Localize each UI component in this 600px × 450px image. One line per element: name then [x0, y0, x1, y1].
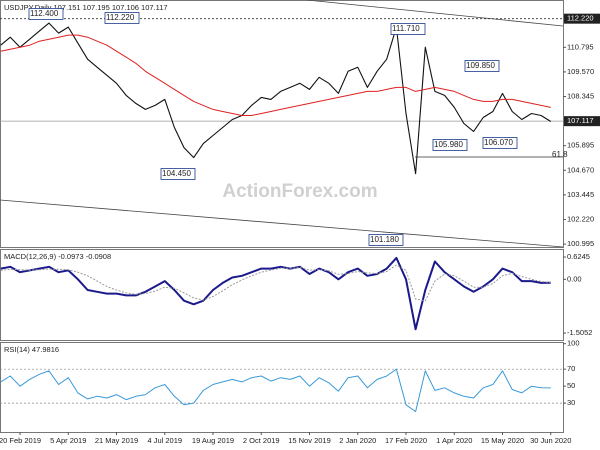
watermark: ActionForex.com	[222, 181, 377, 202]
y-tick-label: 103.445	[567, 190, 594, 199]
series-line	[0, 264, 551, 302]
annotation-box	[482, 137, 518, 149]
x-tick-label: 4 Jul 2019	[147, 436, 182, 445]
x-tick-label: 19 Aug 2019	[192, 436, 234, 445]
annotation-box	[432, 139, 468, 151]
x-tick-label: 15 May 2020	[481, 436, 524, 445]
y-tick-label: 109.570	[567, 67, 594, 76]
y-tick-label: 105.895	[567, 141, 594, 150]
annotation-label: 101.180	[370, 235, 399, 244]
x-tick-label: 21 May 2019	[95, 436, 138, 445]
series-line	[0, 368, 551, 413]
y-tick-label: 50	[567, 381, 575, 390]
x-tick-label: 5 Apr 2019	[50, 436, 86, 445]
annotation-box	[104, 12, 140, 24]
y-tick-label: 102.220	[567, 214, 594, 223]
x-tick-label: 17 Feb 2020	[385, 436, 427, 445]
channel-bottom	[0, 199, 564, 248]
x-tick-label: 2 Oct 2019	[243, 436, 280, 445]
y-tick-label: 0.00	[567, 274, 582, 283]
x-tick-label: 15 Nov 2019	[288, 436, 331, 445]
last-price-label: 107.117	[567, 116, 594, 125]
series-line	[0, 256, 551, 331]
annotation-label: 104.450	[162, 169, 191, 178]
resistance-label: 112.220	[567, 14, 594, 23]
annotation-label: 111.710	[392, 24, 420, 33]
panel-frame	[0, 342, 564, 433]
panel-title: MACD(12,26,9) -0.0973 -0.0908	[4, 252, 111, 261]
annotation-box	[464, 60, 500, 72]
x-tick-label: 20 Feb 2019	[0, 436, 41, 445]
last-price-box	[564, 116, 600, 127]
y-tick-label: 0.6245	[567, 252, 590, 261]
resistance-box	[564, 13, 600, 24]
panel-title: RSI(14) 47.9816	[4, 345, 59, 354]
annotation-label: 112.400	[30, 9, 59, 18]
annotation-label: 106.070	[484, 138, 513, 147]
y-tick-label: 100	[567, 339, 580, 348]
y-tick-label: 110.795	[567, 42, 594, 51]
panel-title: USDJPY,Daily 107.151 107.195 107.106 107…	[4, 3, 168, 12]
x-tick-label: 1 Apr 2020	[436, 436, 472, 445]
y-tick-label: 70	[567, 364, 575, 373]
y-tick-label: 100.995	[567, 239, 594, 248]
series-line	[0, 34, 551, 116]
annotation-box	[28, 8, 64, 20]
series-line	[0, 22, 552, 175]
annotation-label: 61.8	[552, 150, 568, 159]
annotation-box	[390, 23, 426, 35]
x-tick-label: 30 Jun 2020	[530, 436, 571, 445]
y-tick-label: 30	[567, 398, 575, 407]
y-tick-label: 104.670	[567, 165, 594, 174]
annotation-label: 105.980	[434, 140, 463, 149]
x-tick-label: 2 Jan 2020	[339, 436, 376, 445]
panel-frame	[0, 249, 564, 341]
annotation-box	[160, 168, 196, 180]
annotation-label: 112.220	[106, 13, 135, 22]
annotation-label: 109.850	[466, 61, 495, 70]
panel-frame	[0, 0, 564, 248]
annotation-box	[368, 234, 404, 246]
y-tick-label: 108.345	[567, 91, 594, 100]
y-tick-label: -1.5052	[567, 328, 592, 337]
channel-top	[306, 0, 564, 27]
